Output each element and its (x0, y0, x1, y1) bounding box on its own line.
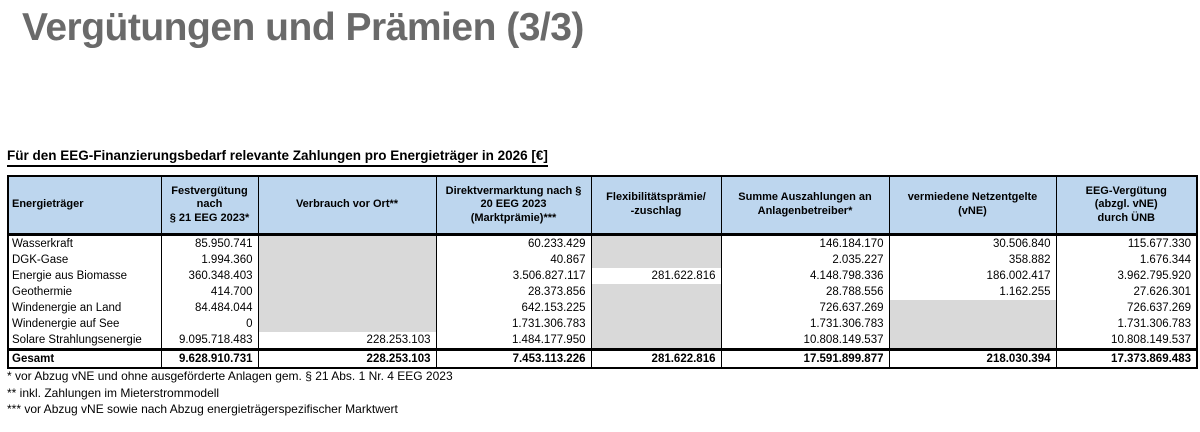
value-cell: 186.002.417 (888, 267, 1057, 284)
value-cell: 228.253.103 (257, 331, 437, 349)
value-cell: 10.808.149.537 (1055, 331, 1198, 349)
column-header-flexibilitaetspraemie: Flexibilitätsprämie/ -zuschlag (590, 175, 722, 236)
empty-cell (257, 315, 437, 332)
column-header-eeg-verguetung: EEG-Vergütung (abzgl. vNE) durch ÜNB (1055, 175, 1198, 236)
empty-cell (888, 299, 1057, 316)
value-cell: 3.506.827.117 (435, 267, 592, 284)
total-label: Gesamt (7, 347, 162, 368)
energy-source-label: Solare Strahlungsenergie (7, 331, 162, 349)
empty-cell (590, 331, 722, 349)
energy-source-label: Windenergie auf See (7, 315, 162, 332)
empty-cell (257, 267, 437, 284)
value-cell: 414.700 (160, 283, 259, 300)
payments-table: Energieträger Festvergütung nach § 21 EEG… (7, 175, 1198, 369)
empty-cell (257, 299, 437, 316)
value-cell: 60.233.429 (435, 234, 592, 252)
column-header-festverguetung: Festvergütung nach § 21 EEG 2023* (160, 175, 259, 236)
column-header-vne: vermiedene Netzentgelte (vNE) (888, 175, 1057, 236)
value-cell: 85.950.741 (160, 234, 259, 252)
value-cell: 726.637.269 (1055, 299, 1198, 316)
value-cell: 30.506.840 (888, 234, 1057, 252)
footnotes: * vor Abzug vNE und ohne ausgeförderte A… (7, 368, 453, 418)
value-cell: 27.626.301 (1055, 283, 1198, 300)
table-row: Wasserkraft 85.950.741 60.233.429 146.184.1… (7, 234, 1198, 252)
footnote: * vor Abzug vNE und ohne ausgeförderte A… (7, 369, 453, 383)
value-cell: 1.484.177.950 (435, 331, 592, 349)
empty-cell (257, 234, 437, 252)
footnote: *** vor Abzug vNE sowie nach Abzug energ… (7, 402, 398, 416)
value-cell: 3.962.795.920 (1055, 267, 1198, 284)
table-row: Windenergie an Land 84.484.044 642.153.225… (7, 299, 1198, 316)
table-row: Energie aus Biomasse 360.348.403 3.506.827… (7, 267, 1198, 284)
empty-cell (590, 251, 722, 268)
total-value-cell: 17.373.869.483 (1055, 347, 1198, 368)
page-title: Vergütungen und Prämien (3/3) (22, 6, 584, 49)
value-cell: 1.162.255 (888, 283, 1057, 300)
value-cell: 642.153.225 (435, 299, 592, 316)
value-cell: 281.622.816 (590, 267, 722, 284)
table-body: Wasserkraft 85.950.741 60.233.429 146.184.1… (7, 234, 1198, 349)
value-cell: 1.731.306.783 (435, 315, 592, 332)
value-cell: 358.882 (888, 251, 1057, 268)
value-cell: 40.867 (435, 251, 592, 268)
empty-cell (257, 283, 437, 300)
value-cell: 84.484.044 (160, 299, 259, 316)
table-header-row: Energieträger Festvergütung nach § 21 EEG… (7, 175, 1198, 236)
value-cell: 28.373.856 (435, 283, 592, 300)
empty-cell (590, 299, 722, 316)
energy-source-label: DGK-Gase (7, 251, 162, 268)
empty-cell (590, 283, 722, 300)
energy-source-label: Wasserkraft (7, 234, 162, 252)
total-value-cell: 17.591.899.877 (720, 347, 890, 368)
total-value-cell: 228.253.103 (257, 347, 437, 368)
value-cell: 1.731.306.783 (1055, 315, 1198, 332)
table-row: Solare Strahlungsenergie 9.095.718.483 228… (7, 331, 1198, 349)
total-value-cell: 9.628.910.731 (160, 347, 259, 368)
value-cell: 1.731.306.783 (720, 315, 890, 332)
empty-cell (888, 331, 1057, 349)
column-header-direktvermarktung: Direktvermarktung nach § 20 EEG 2023 (Ma… (435, 175, 592, 236)
total-value-cell: 7.453.113.226 (435, 347, 592, 368)
empty-cell (590, 315, 722, 332)
column-header-energietraeger: Energieträger (7, 175, 162, 236)
value-cell: 10.808.149.537 (720, 331, 890, 349)
empty-cell (590, 234, 722, 252)
value-cell: 360.348.403 (160, 267, 259, 284)
footnote: ** inkl. Zahlungen im Mieterstrommodell (7, 385, 220, 400)
value-cell: 0 (160, 315, 259, 332)
empty-cell (888, 315, 1057, 332)
energy-source-label: Geothermie (7, 283, 162, 300)
value-cell: 28.788.556 (720, 283, 890, 300)
total-value-cell: 281.622.816 (590, 347, 722, 368)
column-header-verbrauch-vor-ort: Verbrauch vor Ort** (257, 175, 437, 236)
empty-cell (257, 251, 437, 268)
table-row: Geothermie 414.700 28.373.856 28.788.556 1.1… (7, 283, 1198, 300)
table-total-row: Gesamt 9.628.910.731 228.253.103 7.453.113.… (7, 347, 1198, 368)
energy-source-label: Energie aus Biomasse (7, 267, 162, 284)
value-cell: 9.095.718.483 (160, 331, 259, 349)
energy-source-label: Windenergie an Land (7, 299, 162, 316)
value-cell: 4.148.798.336 (720, 267, 890, 284)
column-header-summe-auszahlungen: Summe Auszahlungen an Anlagenbetreiber* (720, 175, 890, 236)
value-cell: 726.637.269 (720, 299, 890, 316)
value-cell: 1.994.360 (160, 251, 259, 268)
total-value-cell: 218.030.394 (888, 347, 1057, 368)
table-caption: Für den EEG-Finanzierungsbedarf relevant… (7, 148, 548, 167)
table-row: DGK-Gase 1.994.360 40.867 2.035.227 358.882 1… (7, 251, 1198, 268)
value-cell: 1.676.344 (1055, 251, 1198, 268)
table-row: Windenergie auf See 0 1.731.306.783 1.731.3… (7, 315, 1198, 332)
value-cell: 115.677.330 (1055, 234, 1198, 252)
value-cell: 146.184.170 (720, 234, 890, 252)
value-cell: 2.035.227 (720, 251, 890, 268)
